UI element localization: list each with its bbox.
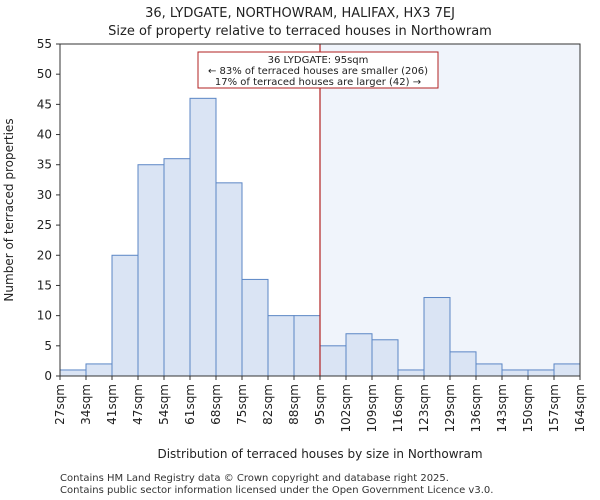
- bar-75sqm: [241, 278, 269, 377]
- bar-88sqm: [293, 315, 321, 377]
- x-tick-label: 150sqm: [521, 384, 535, 432]
- bar-157sqm: [553, 363, 581, 377]
- annotation-line-1: 36 LYDGATE: 95sqm: [268, 55, 369, 66]
- annotation-line-3: 17% of terraced houses are larger (42) →: [215, 77, 421, 88]
- bar-136sqm: [475, 363, 503, 377]
- x-tick-label: 95sqm: [313, 384, 327, 425]
- bar-41sqm: [111, 254, 139, 377]
- y-tick-label: 0: [44, 369, 52, 383]
- bar-68sqm: [215, 182, 243, 377]
- y-axis-label: Number of terraced properties: [2, 118, 16, 301]
- bar-129sqm: [449, 351, 477, 377]
- bar-150sqm: [527, 369, 555, 377]
- y-tick-label: 30: [37, 188, 52, 202]
- x-tick-label: 75sqm: [235, 384, 249, 425]
- y-tick-label: 35: [37, 158, 52, 172]
- x-tick-label: 41sqm: [105, 384, 119, 425]
- x-tick-label: 102sqm: [339, 384, 353, 432]
- x-tick-label: 54sqm: [157, 384, 171, 425]
- y-tick-label: 10: [37, 309, 52, 323]
- y-tick-label: 25: [37, 218, 52, 232]
- x-tick-label: 109sqm: [365, 384, 379, 432]
- bar-116sqm: [397, 369, 425, 377]
- y-tick-label: 5: [44, 339, 52, 353]
- x-tick-label: 68sqm: [209, 384, 223, 425]
- x-tick-label: 27sqm: [53, 384, 67, 425]
- x-tick-label: 34sqm: [79, 384, 93, 425]
- y-tick-label: 45: [37, 97, 52, 111]
- bar-54sqm: [163, 158, 191, 377]
- bar-61sqm: [189, 97, 217, 377]
- footer-line2: Contains public sector information licen…: [60, 485, 494, 496]
- x-tick-label: 47sqm: [131, 384, 145, 425]
- x-tick-label: 129sqm: [443, 384, 457, 432]
- bar-82sqm: [267, 315, 295, 377]
- bar-102sqm: [345, 333, 373, 377]
- bar-95sqm: [319, 345, 347, 377]
- x-axis-label: Distribution of terraced houses by size …: [157, 447, 482, 461]
- bar-123sqm: [423, 297, 451, 377]
- bar-47sqm: [137, 164, 165, 377]
- x-tick-label: 157sqm: [547, 384, 561, 432]
- chart-title-line1: 36, LYDGATE, NORTHOWRAM, HALIFAX, HX3 7E…: [145, 6, 455, 21]
- y-tick-label: 40: [37, 128, 52, 142]
- x-tick-label: 82sqm: [261, 384, 275, 425]
- annotation-line-2: ← 83% of terraced houses are smaller (20…: [208, 66, 428, 77]
- annotation-box: [197, 51, 439, 89]
- footer-line1: Contains HM Land Registry data © Crown c…: [60, 473, 449, 484]
- y-tick-label: 50: [37, 67, 52, 81]
- bar-109sqm: [371, 339, 399, 377]
- y-tick-label: 20: [37, 248, 52, 262]
- bar-27sqm: [59, 369, 87, 377]
- x-tick-label: 143sqm: [495, 384, 509, 432]
- bar-34sqm: [85, 363, 113, 377]
- y-tick-label: 55: [37, 37, 52, 51]
- x-tick-label: 136sqm: [469, 384, 483, 432]
- x-tick-label: 88sqm: [287, 384, 301, 425]
- chart-title-line2: Size of property relative to terraced ho…: [108, 24, 492, 39]
- x-tick-label: 61sqm: [183, 384, 197, 425]
- x-tick-label: 123sqm: [417, 384, 431, 432]
- x-tick-label: 164sqm: [573, 384, 587, 432]
- bar-143sqm: [501, 369, 529, 377]
- x-tick-label: 116sqm: [391, 384, 405, 432]
- y-tick-label: 15: [37, 278, 52, 292]
